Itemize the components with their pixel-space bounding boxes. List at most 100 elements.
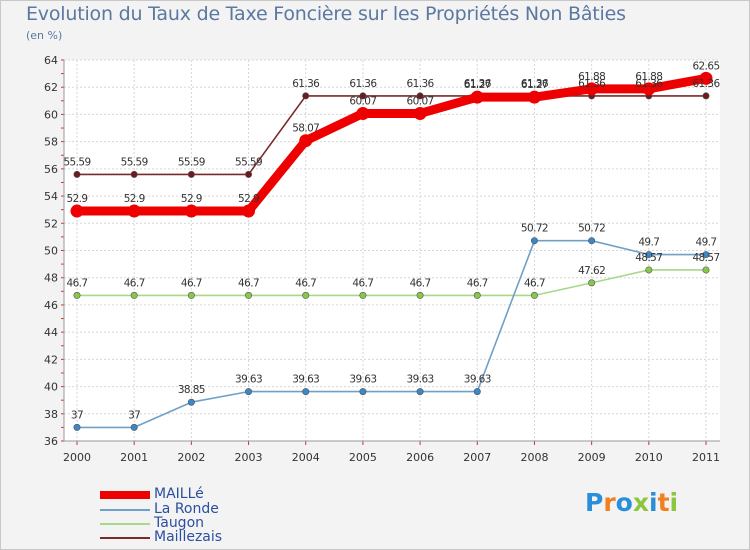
- y-tick-label: 62: [44, 81, 58, 94]
- data-point: [187, 398, 195, 406]
- proxiti-logo: Proxiti: [585, 488, 678, 517]
- data-point: [530, 237, 538, 245]
- logo-letter: t: [657, 488, 670, 517]
- data-label: 48.57: [635, 252, 662, 264]
- y-tick-label: 50: [44, 245, 58, 258]
- data-label: 61.36: [578, 78, 606, 90]
- data-point: [187, 291, 195, 299]
- data-label: 37: [128, 409, 140, 421]
- legend-label: MAILLé: [154, 486, 204, 502]
- y-tick-label: 60: [44, 108, 58, 121]
- data-point: [70, 204, 84, 218]
- data-point: [416, 92, 424, 100]
- data-label: 61.36: [692, 78, 720, 90]
- data-point: [642, 82, 656, 96]
- data-label: 50.72: [578, 223, 605, 235]
- data-point: [184, 204, 198, 218]
- data-point: [302, 388, 310, 396]
- data-label: 61.27: [464, 79, 491, 91]
- data-label: 61.88: [635, 71, 662, 83]
- y-tick-label: 36: [44, 435, 58, 448]
- series-line-la-ronde: [76, 239, 707, 429]
- x-tick-label: 2001: [120, 451, 148, 464]
- logo-letter: i: [669, 488, 679, 517]
- data-label: 46.7: [238, 277, 259, 289]
- data-point: [645, 266, 653, 274]
- data-point: [302, 92, 310, 100]
- data-label: 39.63: [464, 374, 491, 386]
- data-point: [588, 237, 596, 245]
- data-label: 46.7: [352, 277, 373, 289]
- data-point: [242, 204, 256, 218]
- legend-swatch: [100, 509, 150, 511]
- logo-letter: o: [615, 488, 633, 517]
- data-label: 61.36: [521, 78, 549, 90]
- data-point: [413, 106, 427, 120]
- x-tick-label: 2007: [463, 451, 491, 464]
- data-label: 39.63: [292, 374, 319, 386]
- data-point: [473, 388, 481, 396]
- y-tick-label: 40: [44, 381, 58, 394]
- data-label: 52.9: [238, 193, 259, 205]
- y-tick-label: 52: [44, 217, 58, 230]
- y-tick-label: 44: [44, 326, 58, 339]
- data-label: 55.59: [63, 156, 90, 168]
- y-tick-label: 54: [44, 190, 58, 203]
- x-tick-label: 2006: [406, 451, 434, 464]
- data-point: [302, 291, 310, 299]
- data-label: 61.36: [407, 78, 435, 90]
- data-label: 39.63: [407, 374, 434, 386]
- data-label: 55.59: [121, 156, 148, 168]
- data-label: 39.63: [349, 374, 376, 386]
- data-point: [416, 388, 424, 396]
- legend-swatch: [100, 537, 150, 539]
- data-point: [359, 92, 367, 100]
- data-point: [702, 92, 710, 100]
- data-label: 46.7: [467, 277, 488, 289]
- data-label: 46.7: [181, 277, 202, 289]
- data-label: 47.62: [578, 265, 605, 277]
- data-point: [73, 423, 81, 431]
- data-point: [130, 291, 138, 299]
- data-label: 38.85: [178, 384, 205, 396]
- x-tick-label: 2009: [578, 451, 606, 464]
- data-label: 60.07: [349, 95, 376, 107]
- data-label: 37: [71, 409, 83, 421]
- data-label: 50.72: [521, 223, 548, 235]
- data-label: 55.59: [178, 156, 205, 168]
- legend-label: La Ronde: [154, 501, 219, 517]
- data-point: [702, 266, 710, 274]
- data-point: [187, 170, 195, 178]
- data-point: [530, 291, 538, 299]
- x-tick-label: 2010: [635, 451, 663, 464]
- data-point: [416, 291, 424, 299]
- data-point: [585, 82, 599, 96]
- logo-letter: i: [649, 488, 658, 517]
- data-point: [527, 90, 541, 104]
- legend-label: Taugon: [154, 515, 205, 531]
- data-label: 46.7: [410, 277, 431, 289]
- data-label: 52.9: [124, 193, 145, 205]
- data-point: [699, 71, 713, 85]
- y-tick-label: 42: [44, 353, 58, 366]
- x-tick-label: 2002: [177, 451, 205, 464]
- data-label: 60.07: [407, 95, 434, 107]
- x-tick-label: 2011: [692, 451, 720, 464]
- data-label: 61.36: [292, 78, 320, 90]
- data-point: [356, 106, 370, 120]
- data-point: [702, 251, 710, 259]
- data-point: [359, 291, 367, 299]
- data-point: [130, 423, 138, 431]
- y-tick-label: 64: [44, 54, 58, 67]
- data-point: [359, 388, 367, 396]
- data-point: [73, 291, 81, 299]
- logo-letter: r: [603, 488, 616, 517]
- data-label: 49.7: [696, 237, 717, 249]
- data-label: 61.88: [578, 71, 605, 83]
- data-point: [245, 388, 253, 396]
- data-label: 46.7: [67, 277, 88, 289]
- data-label: 62.65: [692, 60, 719, 72]
- legend-swatch: [100, 491, 150, 499]
- logo-letter: P: [585, 488, 604, 517]
